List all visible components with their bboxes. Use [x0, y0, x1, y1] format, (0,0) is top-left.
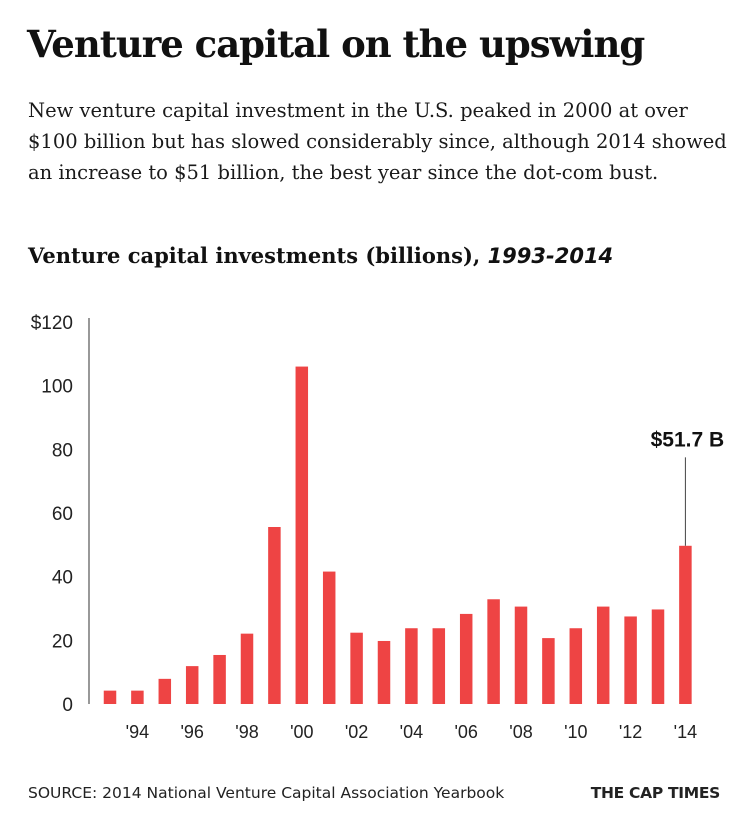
- bar-2010: [569, 628, 583, 704]
- chart-title: Venture capital investments (billions), …: [28, 243, 613, 268]
- x-tick-label: '12: [619, 722, 642, 742]
- subheadline: New venture capital investment in the U.…: [28, 99, 727, 184]
- bar-2004: [405, 628, 418, 704]
- y-tick-label: $120: [31, 313, 73, 334]
- bar-1993: [103, 690, 117, 704]
- x-tick-label: '94: [126, 722, 149, 742]
- bar-2000: [295, 366, 309, 704]
- x-tick-label: '98: [235, 722, 258, 742]
- x-tick-label: '00: [290, 722, 313, 742]
- y-tick-label: 20: [52, 631, 73, 652]
- x-tick-label: '06: [454, 722, 477, 742]
- source-credit: SOURCE: 2014 National Venture Capital As…: [28, 784, 505, 802]
- y-tick-label: 80: [52, 440, 73, 461]
- bar-1995: [158, 678, 172, 704]
- headline: Venture capital on the upswing: [27, 22, 645, 66]
- bar-2008: [514, 606, 528, 704]
- bar-1998: [240, 633, 254, 704]
- bar-1999: [268, 527, 281, 704]
- bar-2007: [487, 599, 500, 704]
- chart-title-text: Venture capital investments (billions),: [28, 243, 481, 268]
- x-tick-label: '96: [180, 722, 203, 742]
- y-tick-label: 0: [62, 695, 73, 716]
- bar-chart: $120 100 80 60 40 20 0 '94 '96 '98 '00 '02 '04 '06 '08…: [31, 313, 725, 742]
- annotation-label: $51.7 B: [651, 428, 725, 451]
- x-tick-label: '04: [400, 722, 423, 742]
- bar-2002: [350, 632, 363, 704]
- x-tick-label: '08: [509, 722, 532, 742]
- y-tick-label: 60: [52, 504, 73, 525]
- bar-2011: [596, 606, 610, 704]
- y-tick-label: 40: [52, 568, 73, 589]
- footer: SOURCE: 2014 National Venture Capital As…: [28, 784, 720, 802]
- x-tick-label: '10: [564, 722, 587, 742]
- bar-2006: [459, 613, 473, 704]
- bar-2013: [651, 609, 665, 704]
- bar-2001: [322, 571, 336, 704]
- bar-2014: [679, 545, 692, 704]
- bar-2012: [624, 616, 637, 704]
- x-tick-label: '14: [674, 722, 697, 742]
- bar-2005: [432, 628, 446, 704]
- bar-2009: [542, 638, 555, 704]
- bar-2003: [377, 640, 391, 704]
- bar-1996: [185, 666, 199, 704]
- x-tick-label: '02: [345, 722, 368, 742]
- publisher-credit: THE CAP TIMES: [590, 784, 721, 802]
- bar-1994: [131, 690, 144, 704]
- y-tick-label: 100: [41, 377, 73, 398]
- bar-1997: [213, 654, 226, 704]
- chart-title-years: 1993-2014: [487, 244, 614, 268]
